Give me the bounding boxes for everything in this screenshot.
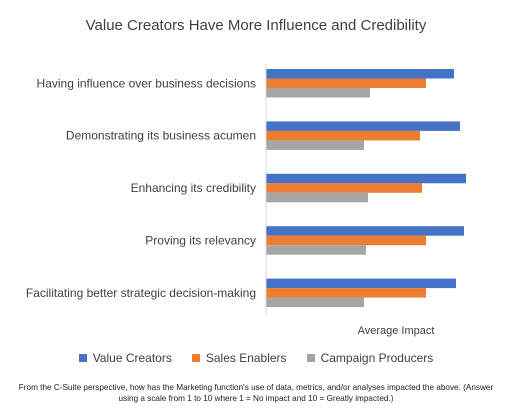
bar [266,78,426,88]
footnote: From the C-Suite perspective, how has th… [18,383,494,403]
category-label: Enhancing its credibility [131,181,256,195]
bar [266,297,364,308]
legend-item-campaign-producers: Campaign Producers [306,351,434,365]
x-axis-label: Average Impact [358,325,435,337]
bar [266,183,422,193]
bar [266,88,370,98]
bar [266,69,454,79]
legend-swatch [78,354,87,362]
legend-label: Campaign Producers [320,351,434,365]
legend-swatch [191,354,200,362]
bar [266,130,420,141]
legend-swatch [306,354,315,362]
category-label: Demonstrating its business acumen [66,129,256,143]
bar [266,173,466,184]
category-label: Facilitating better strategic decision-m… [26,286,256,300]
bar [266,192,368,203]
chart-title: Value Creators Have More Influence and C… [85,17,427,34]
bar [266,278,456,289]
category-label: Having influence over business decisions [37,76,256,90]
category-label: Proving its relevancy [145,233,256,247]
legend: Value Creators Sales Enablers Campaign P… [0,351,512,365]
bar [266,226,464,236]
bar [266,121,460,131]
bar [266,140,364,150]
legend-item-sales-enablers: Sales Enablers [191,351,287,365]
bars-group [266,69,466,308]
legend-item-value-creators: Value Creators [78,351,172,365]
bar [266,245,366,255]
category-labels: Having influence over business decisions… [26,76,256,300]
legend-label: Sales Enablers [205,351,287,365]
bar [266,288,426,298]
legend-label: Value Creators [92,351,172,365]
bar [266,235,426,246]
